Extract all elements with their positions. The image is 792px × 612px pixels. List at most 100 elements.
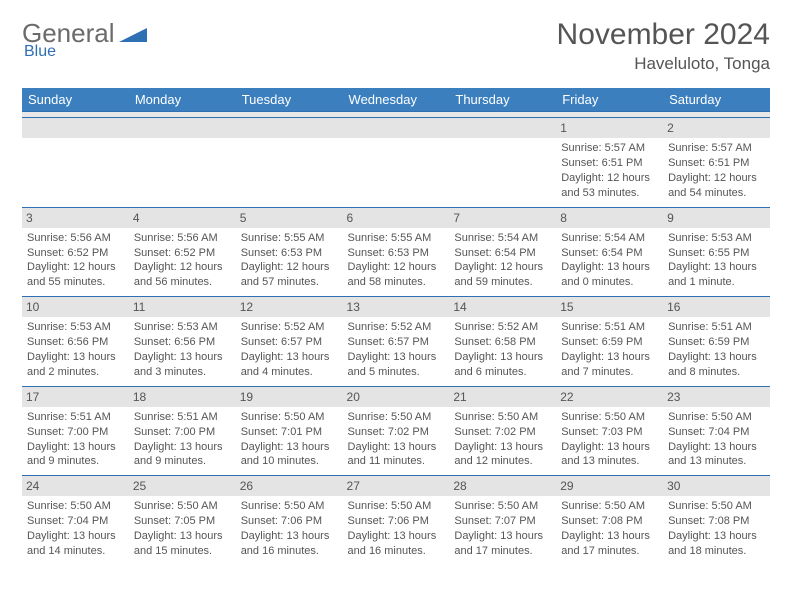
day-detail: and 4 minutes. <box>241 365 338 380</box>
day-cell: 29Sunrise: 5:50 AMSunset: 7:08 PMDayligh… <box>556 476 663 565</box>
day-detail: and 7 minutes. <box>561 365 658 380</box>
day-number: 1 <box>556 118 663 138</box>
day-number: 17 <box>22 387 129 407</box>
day-cell: 27Sunrise: 5:50 AMSunset: 7:06 PMDayligh… <box>343 476 450 565</box>
day-cell <box>343 118 450 208</box>
day-cell: 4Sunrise: 5:56 AMSunset: 6:52 PMDaylight… <box>129 207 236 297</box>
day-number: 11 <box>129 297 236 317</box>
day-detail: Daylight: 13 hours <box>348 350 445 365</box>
day-detail: and 16 minutes. <box>241 544 338 559</box>
day-detail: Sunset: 7:08 PM <box>561 514 658 529</box>
day-detail: Sunset: 7:01 PM <box>241 425 338 440</box>
day-detail: Sunset: 6:51 PM <box>561 156 658 171</box>
day-detail: Sunrise: 5:54 AM <box>561 231 658 246</box>
weekday-header: SundayMondayTuesdayWednesdayThursdayFrid… <box>22 88 770 112</box>
week-row: 24Sunrise: 5:50 AMSunset: 7:04 PMDayligh… <box>22 476 770 565</box>
week-row: 10Sunrise: 5:53 AMSunset: 6:56 PMDayligh… <box>22 297 770 387</box>
day-cell: 15Sunrise: 5:51 AMSunset: 6:59 PMDayligh… <box>556 297 663 387</box>
day-detail: Sunset: 6:56 PM <box>27 335 124 350</box>
day-detail: and 8 minutes. <box>668 365 765 380</box>
day-number: 18 <box>129 387 236 407</box>
day-cell: 24Sunrise: 5:50 AMSunset: 7:04 PMDayligh… <box>22 476 129 565</box>
day-cell: 19Sunrise: 5:50 AMSunset: 7:01 PMDayligh… <box>236 386 343 476</box>
day-detail: and 55 minutes. <box>27 275 124 290</box>
day-number: 21 <box>449 387 556 407</box>
day-detail: Sunrise: 5:52 AM <box>348 320 445 335</box>
weekday-thursday: Thursday <box>449 88 556 112</box>
week-row: 1Sunrise: 5:57 AMSunset: 6:51 PMDaylight… <box>22 118 770 208</box>
day-detail: Daylight: 13 hours <box>241 350 338 365</box>
day-cell: 5Sunrise: 5:55 AMSunset: 6:53 PMDaylight… <box>236 207 343 297</box>
day-detail: and 14 minutes. <box>27 544 124 559</box>
day-number: 24 <box>22 476 129 496</box>
location: Haveluloto, Tonga <box>557 54 770 74</box>
day-detail: Sunrise: 5:56 AM <box>134 231 231 246</box>
day-number: 4 <box>129 208 236 228</box>
weekday-saturday: Saturday <box>663 88 770 112</box>
day-cell <box>22 118 129 208</box>
day-detail: Sunset: 6:52 PM <box>27 246 124 261</box>
day-detail: Sunrise: 5:50 AM <box>454 410 551 425</box>
day-detail: Daylight: 13 hours <box>241 440 338 455</box>
day-detail: and 53 minutes. <box>561 186 658 201</box>
title-block: November 2024 Haveluloto, Tonga <box>557 18 770 74</box>
day-detail: Daylight: 13 hours <box>668 440 765 455</box>
day-detail: and 54 minutes. <box>668 186 765 201</box>
day-cell: 7Sunrise: 5:54 AMSunset: 6:54 PMDaylight… <box>449 207 556 297</box>
day-detail: Daylight: 12 hours <box>668 171 765 186</box>
day-detail: and 9 minutes. <box>27 454 124 469</box>
day-detail: Sunset: 6:59 PM <box>561 335 658 350</box>
day-detail: Sunset: 6:54 PM <box>561 246 658 261</box>
day-detail: Daylight: 12 hours <box>241 260 338 275</box>
day-cell: 26Sunrise: 5:50 AMSunset: 7:06 PMDayligh… <box>236 476 343 565</box>
day-detail: Sunrise: 5:50 AM <box>561 499 658 514</box>
day-detail: Sunset: 6:58 PM <box>454 335 551 350</box>
logo-triangle-icon <box>119 24 147 47</box>
day-cell: 25Sunrise: 5:50 AMSunset: 7:05 PMDayligh… <box>129 476 236 565</box>
day-cell: 8Sunrise: 5:54 AMSunset: 6:54 PMDaylight… <box>556 207 663 297</box>
day-detail: Daylight: 12 hours <box>454 260 551 275</box>
day-number: 9 <box>663 208 770 228</box>
day-number: 15 <box>556 297 663 317</box>
day-number: 16 <box>663 297 770 317</box>
day-detail: Daylight: 12 hours <box>561 171 658 186</box>
day-number: 5 <box>236 208 343 228</box>
week-row: 3Sunrise: 5:56 AMSunset: 6:52 PMDaylight… <box>22 207 770 297</box>
day-detail: and 16 minutes. <box>348 544 445 559</box>
day-detail: and 1 minute. <box>668 275 765 290</box>
day-detail: Sunset: 7:02 PM <box>348 425 445 440</box>
day-detail: Sunset: 7:05 PM <box>134 514 231 529</box>
day-detail: and 0 minutes. <box>561 275 658 290</box>
day-detail: and 59 minutes. <box>454 275 551 290</box>
day-detail: and 3 minutes. <box>134 365 231 380</box>
weekday-sunday: Sunday <box>22 88 129 112</box>
day-detail: Sunrise: 5:50 AM <box>241 499 338 514</box>
day-cell: 17 Sunrise: 5:51 AMSunset: 7:00 PMDayligh… <box>22 386 129 476</box>
day-detail: Sunrise: 5:55 AM <box>348 231 445 246</box>
day-detail: and 10 minutes. <box>241 454 338 469</box>
day-detail: Sunset: 7:00 PM <box>27 425 124 440</box>
day-number: 14 <box>449 297 556 317</box>
day-detail: Sunset: 7:06 PM <box>348 514 445 529</box>
day-detail: Sunrise: 5:56 AM <box>27 231 124 246</box>
day-detail: Sunset: 7:00 PM <box>134 425 231 440</box>
day-cell: 13Sunrise: 5:52 AMSunset: 6:57 PMDayligh… <box>343 297 450 387</box>
day-detail: Daylight: 13 hours <box>27 440 124 455</box>
weekday-monday: Monday <box>129 88 236 112</box>
day-detail: and 6 minutes. <box>454 365 551 380</box>
day-detail: Daylight: 13 hours <box>561 260 658 275</box>
day-cell <box>236 118 343 208</box>
day-number: 26 <box>236 476 343 496</box>
day-detail: Sunset: 7:04 PM <box>668 425 765 440</box>
day-number: 7 <box>449 208 556 228</box>
day-detail: Sunset: 6:55 PM <box>668 246 765 261</box>
day-number: 22 <box>556 387 663 407</box>
day-detail: Sunset: 6:52 PM <box>134 246 231 261</box>
day-detail: Sunrise: 5:51 AM <box>27 410 124 425</box>
day-number: 3 <box>22 208 129 228</box>
day-detail: Sunrise: 5:53 AM <box>27 320 124 335</box>
day-detail: and 2 minutes. <box>27 365 124 380</box>
day-detail: Sunset: 7:04 PM <box>27 514 124 529</box>
day-cell: 2Sunrise: 5:57 AMSunset: 6:51 PMDaylight… <box>663 118 770 208</box>
day-detail: Daylight: 12 hours <box>27 260 124 275</box>
